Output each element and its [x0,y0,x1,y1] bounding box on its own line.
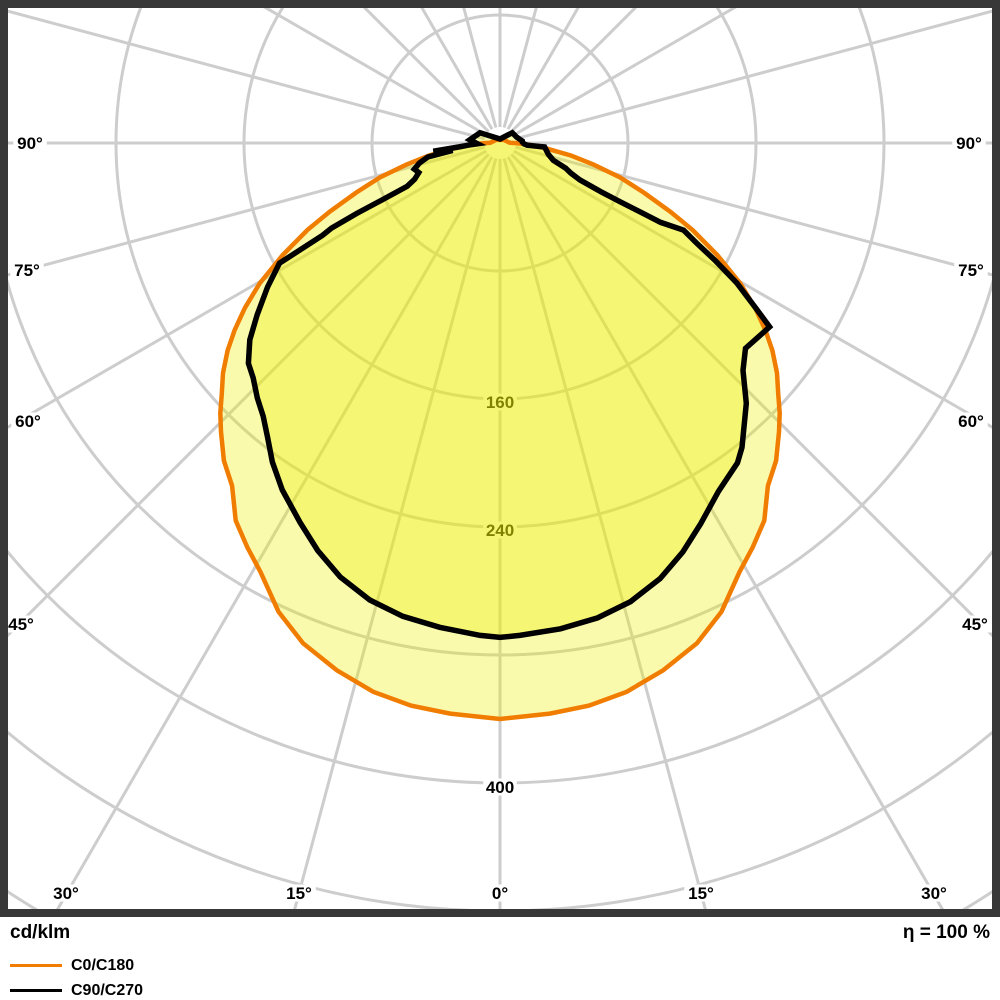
legend-label-c90-c270: C90/C270 [71,981,144,999]
svg-text:15°: 15° [688,884,714,903]
svg-text:60°: 60° [958,412,984,431]
polar-chart-svg: 90° 75° 60° 45° 30° 15° 0° 15° 30° 45° 60° 75° 90° 16… [8,8,992,909]
polar-chart-area: 90° 75° 60° 45° 30° 15° 0° 15° 30° 45° 60° 75° 90° 16… [0,0,1000,917]
c90-c270-line-swatch [10,989,62,992]
svg-text:15°: 15° [286,884,312,903]
legend-item-c90-c270: C90/C270 [10,978,143,1000]
svg-text:90°: 90° [956,134,982,153]
c0-c180-line-swatch [10,964,62,967]
svg-text:60°: 60° [15,412,41,431]
svg-text:30°: 30° [921,884,947,903]
chart-footer: cd/klm η = 100 % C0/C180 C90/C270 [0,917,1000,1000]
svg-text:240: 240 [486,521,514,540]
units-label: cd/klm [10,922,71,943]
legend-label-c0-c180: C0/C180 [71,956,135,974]
svg-text:160: 160 [486,393,514,412]
svg-text:75°: 75° [958,261,984,280]
svg-text:90°: 90° [17,134,43,153]
legend-item-c0-c180: C0/C180 [10,953,143,978]
svg-text:45°: 45° [8,615,34,634]
svg-text:400: 400 [486,778,514,797]
svg-text:30°: 30° [53,884,79,903]
efficiency-label: η = 100 % [902,922,990,943]
legend: C0/C180 C90/C270 [10,953,143,1000]
svg-text:45°: 45° [962,615,988,634]
svg-text:0°: 0° [492,884,508,903]
svg-text:75°: 75° [14,261,40,280]
